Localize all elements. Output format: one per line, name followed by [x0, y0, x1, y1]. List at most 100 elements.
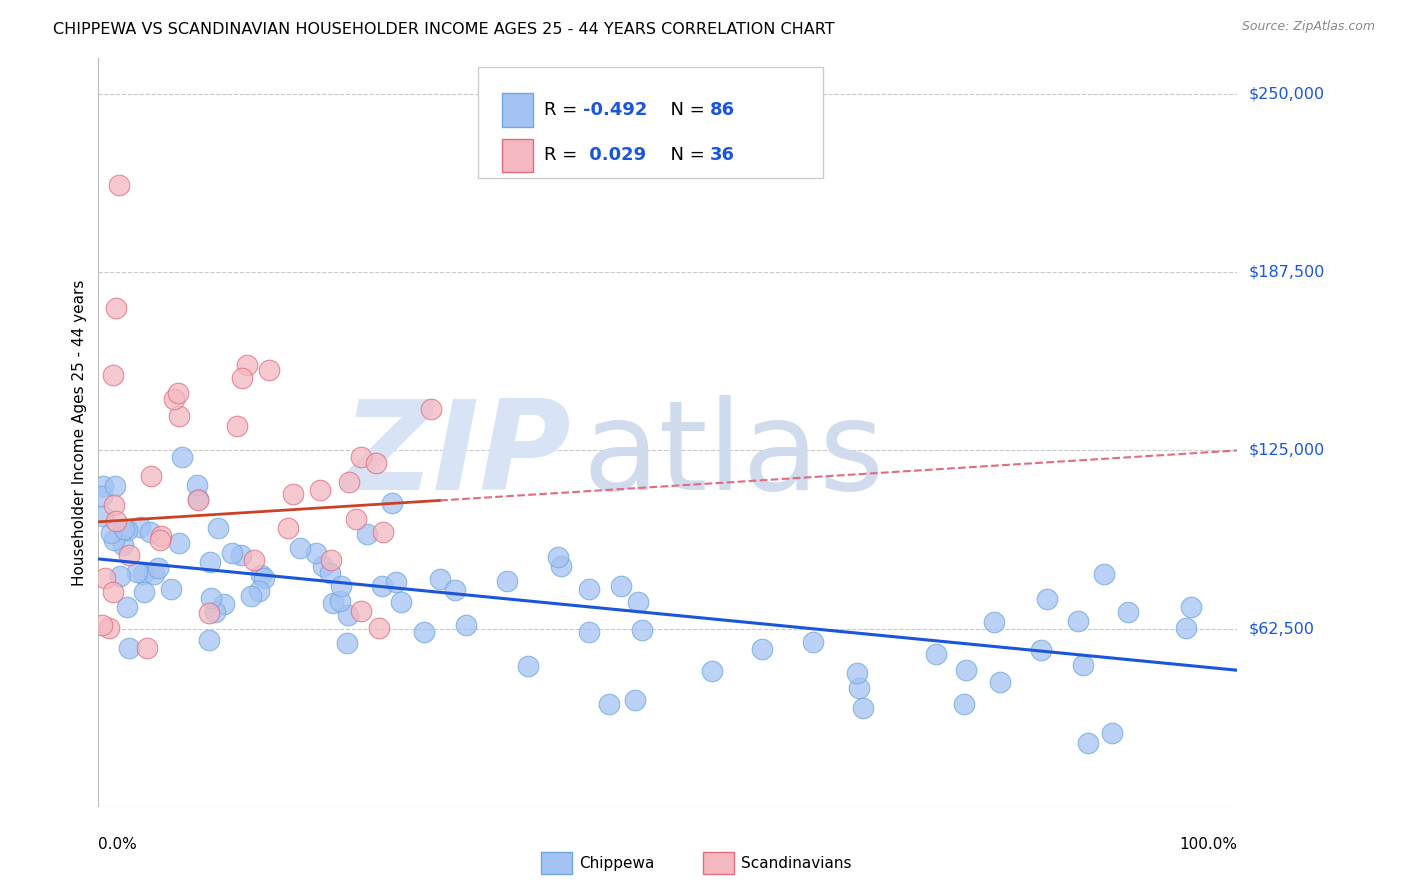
Point [381, 496, 404, 510]
Point [312, 559, 335, 574]
Point [247, 584, 270, 599]
Point [578, 625, 600, 640]
Point [277, 520, 299, 534]
Point [925, 648, 948, 662]
Point [187, 492, 209, 507]
Point [364, 456, 387, 470]
Point [229, 548, 252, 562]
Point [139, 468, 162, 483]
Point [413, 624, 436, 639]
Text: R =: R = [544, 146, 583, 164]
Point [953, 697, 976, 711]
Point [356, 527, 378, 541]
Point [135, 641, 157, 656]
Text: atlas: atlas [582, 394, 884, 516]
Point [104, 301, 127, 315]
Point [250, 568, 273, 582]
Point [631, 623, 654, 637]
Point [91, 479, 114, 493]
Point [350, 450, 373, 464]
Point [456, 617, 478, 632]
Text: $125,000: $125,000 [1249, 443, 1324, 458]
Point [132, 566, 155, 581]
Point [309, 483, 332, 497]
Point [169, 409, 191, 423]
Point [305, 546, 328, 560]
Point [127, 566, 149, 580]
Point [170, 450, 193, 465]
Text: Chippewa: Chippewa [579, 856, 655, 871]
Point [344, 512, 367, 526]
Point [288, 541, 311, 555]
Point [100, 526, 122, 541]
Point [212, 597, 235, 611]
Point [578, 582, 600, 597]
Point [103, 498, 125, 512]
Point [101, 368, 124, 382]
Point [623, 693, 645, 707]
Point [547, 550, 569, 565]
Text: CHIPPEWA VS SCANDINAVIAN HOUSEHOLDER INCOME AGES 25 - 44 YEARS CORRELATION CHART: CHIPPEWA VS SCANDINAVIAN HOUSEHOLDER INC… [53, 22, 835, 37]
Text: 0.029: 0.029 [583, 146, 647, 164]
Point [103, 585, 125, 599]
Point [751, 641, 773, 656]
Point [1029, 643, 1052, 657]
Point [1118, 605, 1140, 619]
Point [598, 697, 620, 711]
Point [1175, 622, 1198, 636]
Point [91, 508, 114, 523]
Point [139, 524, 162, 539]
Point [112, 522, 135, 536]
Point [385, 574, 408, 589]
Point [103, 533, 125, 548]
Point [371, 524, 394, 539]
Point [90, 618, 112, 632]
Point [801, 635, 824, 649]
Point [167, 536, 190, 550]
Point [117, 548, 139, 562]
Point [852, 701, 875, 715]
Text: 86: 86 [710, 102, 735, 120]
Point [108, 568, 131, 582]
Point [91, 489, 114, 503]
Text: -0.492: -0.492 [583, 102, 648, 120]
Point [848, 681, 870, 695]
Point [104, 514, 127, 528]
Point [204, 605, 226, 619]
Point [1036, 591, 1059, 606]
Point [128, 520, 150, 534]
Point [419, 402, 441, 417]
Point [955, 663, 977, 677]
Point [1073, 657, 1095, 672]
Point [115, 523, 138, 537]
Point [143, 566, 166, 581]
Point [321, 596, 343, 610]
Point [429, 572, 451, 586]
Point [336, 636, 359, 650]
Text: N =: N = [659, 146, 711, 164]
Point [627, 594, 650, 608]
Text: $62,500: $62,500 [1249, 622, 1315, 636]
Point [1067, 614, 1090, 628]
Point [368, 621, 391, 635]
Point [118, 641, 141, 656]
Text: $187,500: $187,500 [1249, 265, 1324, 279]
Point [239, 589, 262, 603]
Point [389, 595, 412, 609]
Point [108, 178, 131, 192]
Point [115, 599, 138, 614]
Point [257, 363, 280, 377]
Point [444, 582, 467, 597]
Point [330, 579, 353, 593]
Point [221, 546, 243, 560]
Point [845, 665, 868, 680]
Point [149, 529, 172, 543]
Point [318, 566, 340, 580]
Text: 0.0%: 0.0% [98, 838, 138, 852]
Point [134, 585, 156, 599]
Point [197, 632, 219, 647]
Point [336, 607, 359, 622]
Point [231, 370, 253, 384]
Point [187, 492, 209, 507]
Point [550, 559, 572, 574]
